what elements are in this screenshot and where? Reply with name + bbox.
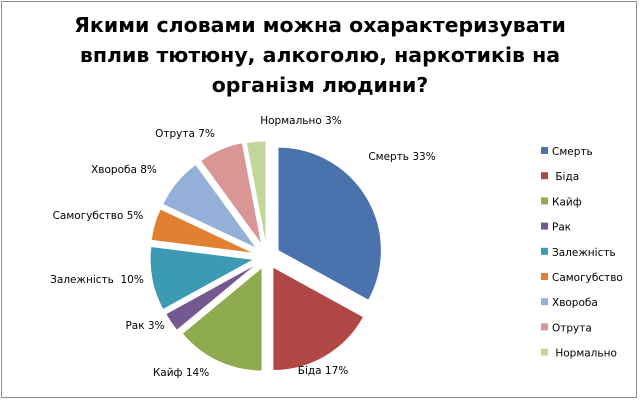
legend-swatch-2 — [541, 172, 548, 180]
pie-slice-7 — [162, 164, 257, 249]
slice-label-2: Біда 17% — [298, 365, 349, 377]
legend-swatch-3 — [541, 197, 548, 205]
legend-label-1: Смерть — [552, 146, 593, 158]
pie-slice-2 — [272, 266, 364, 371]
legend-swatch-4 — [541, 222, 548, 230]
chart-title: Якими словами можна охарактеризувати впл… — [74, 13, 566, 97]
pie-slice-9 — [246, 140, 267, 245]
legend-swatch-6 — [541, 273, 548, 280]
legend-swatch-1 — [541, 147, 548, 154]
slice-label-1: Смерть 33% — [368, 151, 435, 163]
legend-label-4: Рак — [552, 222, 571, 234]
legend-swatch-9 — [541, 348, 548, 356]
slice-label-5: Залежність 10% — [50, 274, 144, 286]
slice-label-6: Самогубство 5% — [53, 210, 144, 222]
legend-label-2: Біда — [552, 171, 579, 183]
pie-slice-4 — [165, 264, 257, 331]
pie-slice-6 — [151, 208, 254, 254]
slice-label-4: Рак 3% — [125, 320, 164, 332]
legend-label-9: Нормально — [552, 348, 617, 360]
pie-slice-3 — [182, 267, 263, 372]
legend-swatch-8 — [541, 323, 548, 331]
pie-slice-labels: Смерть 33% Біда 17% Кайф 14% Рак 3% Залежніс… — [50, 115, 436, 379]
pie-slice-8 — [200, 142, 262, 245]
slice-label-7: Хвороба 8% — [91, 164, 157, 176]
legend-label-7: Хвороба — [552, 297, 598, 309]
slice-label-9: Нормально 3% — [260, 115, 342, 127]
pie-slice-5 — [149, 246, 255, 310]
legend-label-5: Залежність — [552, 247, 616, 259]
chart-legend: Смерть Біда Кайф Рак Залежність Самогубство Х… — [541, 146, 623, 360]
legend-label-3: Кайф — [552, 196, 582, 208]
pie-slice-1 — [277, 147, 382, 301]
legend-swatch-5 — [541, 247, 548, 255]
legend-label-6: Самогубство — [552, 272, 623, 284]
slice-label-8: Отрута 7% — [155, 128, 215, 140]
slice-label-3: Кайф 14% — [153, 367, 209, 379]
legend-swatch-7 — [541, 298, 548, 306]
legend-label-8: Отрута — [552, 322, 592, 334]
pie-slices — [149, 140, 382, 372]
